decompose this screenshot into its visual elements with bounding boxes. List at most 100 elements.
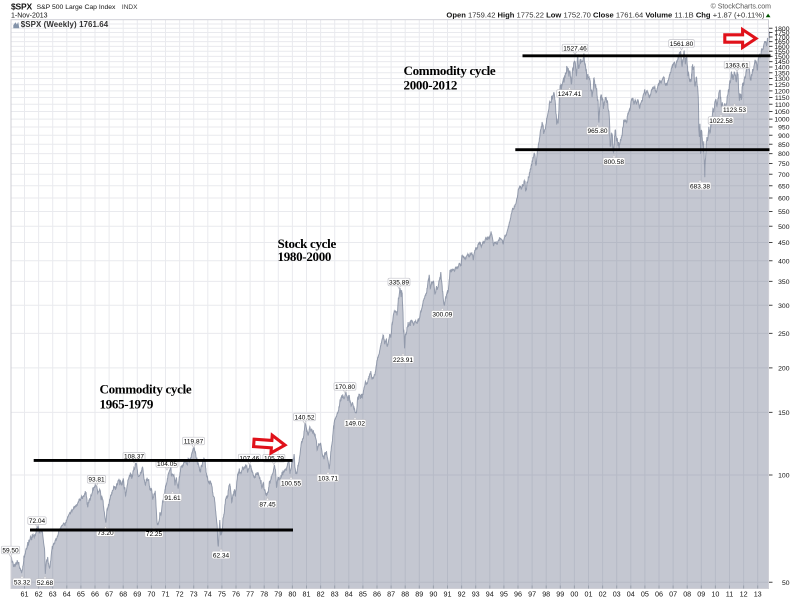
- svg-text:100: 100: [778, 473, 790, 480]
- svg-text:800: 800: [778, 151, 790, 158]
- svg-text:107.46: 107.46: [239, 455, 259, 462]
- svg-text:335.89: 335.89: [389, 279, 409, 286]
- svg-text:76: 76: [232, 589, 240, 598]
- svg-text:80: 80: [288, 589, 296, 598]
- svg-text:1100: 1100: [775, 102, 790, 109]
- svg-text:74: 74: [204, 589, 212, 598]
- svg-text:12: 12: [740, 589, 748, 598]
- svg-text:97: 97: [528, 589, 536, 598]
- svg-text:04: 04: [627, 589, 635, 598]
- svg-text:94: 94: [486, 589, 494, 598]
- svg-text:66: 66: [91, 589, 99, 598]
- svg-text:INDX: INDX: [122, 4, 138, 11]
- svg-text:750: 750: [778, 161, 790, 168]
- svg-text:10: 10: [711, 589, 719, 598]
- svg-text:72.04: 72.04: [29, 518, 46, 525]
- svg-text:1247.41: 1247.41: [558, 91, 582, 98]
- svg-text:© StockCharts.com: © StockCharts.com: [711, 3, 772, 11]
- svg-text:1550: 1550: [774, 49, 789, 56]
- svg-text:03: 03: [613, 589, 621, 598]
- svg-text:1022.58: 1022.58: [709, 118, 733, 125]
- svg-text:100.55: 100.55: [281, 480, 301, 487]
- svg-text:53.32: 53.32: [14, 579, 31, 586]
- svg-text:1050: 1050: [774, 109, 789, 116]
- svg-text:550: 550: [778, 209, 790, 216]
- svg-text:1561.80: 1561.80: [670, 41, 694, 48]
- svg-text:11: 11: [726, 589, 733, 598]
- svg-text:02: 02: [599, 589, 607, 598]
- svg-text:83: 83: [331, 589, 339, 598]
- svg-text:2000-2012: 2000-2012: [404, 78, 458, 93]
- svg-text:140.52: 140.52: [295, 414, 315, 421]
- svg-text:1527.46: 1527.46: [563, 45, 587, 52]
- svg-text:87.45: 87.45: [259, 501, 276, 508]
- svg-text:Open 1759.42 High 1775.22 Low: Open 1759.42 High 1775.22 Low 1752.70 Cl…: [446, 10, 765, 19]
- svg-text:650: 650: [778, 183, 790, 190]
- svg-text:93: 93: [472, 589, 480, 598]
- svg-text:450: 450: [778, 240, 790, 247]
- svg-text:1980-2000: 1980-2000: [278, 249, 332, 264]
- svg-text:400: 400: [778, 258, 790, 265]
- svg-text:1650: 1650: [774, 39, 789, 46]
- svg-text:103.71: 103.71: [318, 475, 338, 482]
- svg-text:89: 89: [415, 589, 423, 598]
- svg-text:91.61: 91.61: [164, 495, 181, 502]
- svg-text:119.87: 119.87: [184, 438, 204, 445]
- svg-text:05: 05: [641, 589, 649, 598]
- svg-text:Commodity cycle: Commodity cycle: [100, 382, 192, 397]
- svg-text:01: 01: [585, 589, 593, 598]
- svg-text:82: 82: [317, 589, 325, 598]
- svg-text:00: 00: [570, 589, 578, 598]
- svg-text:75: 75: [218, 589, 226, 598]
- svg-text:72.25: 72.25: [146, 531, 163, 538]
- svg-text:67: 67: [105, 589, 113, 598]
- svg-text:965.80: 965.80: [588, 128, 608, 135]
- svg-text:1600: 1600: [774, 44, 789, 51]
- svg-text:65: 65: [77, 589, 85, 598]
- svg-text:950: 950: [778, 125, 790, 132]
- svg-text:72: 72: [176, 589, 184, 598]
- svg-text:$SPX (Weekly) 1761.64: $SPX (Weekly) 1761.64: [21, 20, 109, 29]
- svg-text:93.81: 93.81: [88, 477, 105, 484]
- svg-text:300.09: 300.09: [432, 312, 452, 319]
- svg-text:1200: 1200: [774, 89, 789, 96]
- svg-text:S&P 500 Large Cap Index: S&P 500 Large Cap Index: [37, 4, 116, 11]
- svg-text:$SPX: $SPX: [11, 2, 32, 12]
- svg-text:1000: 1000: [774, 117, 789, 124]
- svg-text:700: 700: [778, 172, 790, 179]
- svg-text:87: 87: [387, 589, 395, 598]
- svg-text:900: 900: [778, 133, 790, 140]
- svg-text:64: 64: [63, 589, 71, 598]
- svg-text:1250: 1250: [774, 82, 789, 89]
- svg-text:1400: 1400: [774, 65, 789, 72]
- svg-text:1363.61: 1363.61: [725, 62, 749, 69]
- svg-text:Stock cycle: Stock cycle: [278, 236, 337, 251]
- svg-text:73: 73: [190, 589, 198, 598]
- svg-text:104.05: 104.05: [157, 461, 177, 468]
- svg-text:62.34: 62.34: [213, 552, 230, 559]
- svg-text:92: 92: [458, 589, 466, 598]
- svg-text:52.68: 52.68: [37, 580, 54, 587]
- svg-text:1150: 1150: [775, 95, 790, 102]
- svg-text:59.50: 59.50: [2, 547, 19, 554]
- svg-text:96: 96: [514, 589, 522, 598]
- svg-text:1700: 1700: [774, 35, 789, 42]
- svg-text:170.80: 170.80: [335, 384, 355, 391]
- svg-text:77: 77: [246, 589, 254, 598]
- svg-text:90: 90: [429, 589, 437, 598]
- svg-text:150: 150: [778, 410, 790, 417]
- svg-text:88: 88: [401, 589, 409, 598]
- svg-text:600: 600: [778, 196, 790, 203]
- svg-text:13: 13: [754, 589, 762, 598]
- svg-text:71: 71: [162, 589, 170, 598]
- svg-text:250: 250: [778, 331, 790, 338]
- svg-text:79: 79: [274, 589, 282, 598]
- svg-text:08: 08: [683, 589, 691, 598]
- svg-text:99: 99: [556, 589, 564, 598]
- svg-text:85: 85: [359, 589, 367, 598]
- svg-text:223.91: 223.91: [393, 357, 413, 364]
- svg-text:1800: 1800: [774, 26, 789, 33]
- svg-text:09: 09: [697, 589, 705, 598]
- svg-text:81: 81: [303, 589, 311, 598]
- svg-text:69: 69: [133, 589, 141, 598]
